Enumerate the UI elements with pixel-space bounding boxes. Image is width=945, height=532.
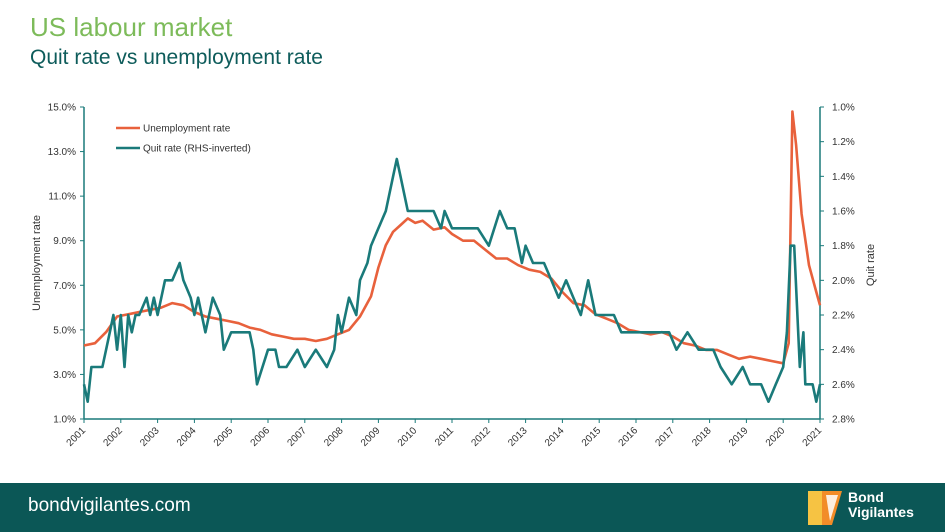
y2-tick-label: 2.4% bbox=[832, 345, 855, 356]
y2-tick-label: 1.2% bbox=[832, 137, 855, 148]
x-tick-label: 2004 bbox=[175, 425, 199, 449]
y2-tick-label: 1.8% bbox=[832, 241, 855, 252]
y2-tick-label: 2.2% bbox=[832, 311, 855, 322]
x-tick-label: 2002 bbox=[101, 425, 125, 449]
x-tick-label: 2017 bbox=[653, 425, 677, 449]
chart-series bbox=[82, 110, 822, 404]
chart-area: 1.0% 3.0% 5.0% 7.0% 9.0% 11.0% 13.0% 15.0% 1.0% 1… bbox=[31, 103, 877, 449]
y2-tick-label: 2.0% bbox=[832, 276, 855, 287]
x-tick-label: 2007 bbox=[285, 425, 309, 449]
x-tick-label: 2021 bbox=[801, 425, 825, 449]
x-tick-label: 2019 bbox=[727, 425, 751, 449]
y2-tick-label: 1.6% bbox=[832, 207, 855, 218]
brand-line-1: Bond bbox=[848, 489, 884, 505]
y-tick-label: 5.0% bbox=[53, 325, 76, 336]
chart-legend: Unemployment rate Quit rate (RHS-inverted… bbox=[116, 124, 251, 155]
legend-label: Quit rate (RHS-inverted) bbox=[143, 144, 251, 155]
y2-axis-label: Quit rate bbox=[865, 244, 877, 286]
y-tick-label: 1.0% bbox=[53, 415, 76, 426]
y2-tick-label: 2.8% bbox=[832, 415, 855, 426]
x-tick-label: 2003 bbox=[138, 425, 162, 449]
x-tick-label: 2018 bbox=[690, 425, 714, 449]
x-tick-label: 2014 bbox=[543, 425, 567, 449]
chart-subtitle: Quit rate vs unemployment rate bbox=[30, 46, 323, 69]
x-tick-label: 2006 bbox=[249, 425, 273, 449]
chart-axes: 1.0% 3.0% 5.0% 7.0% 9.0% 11.0% 13.0% 15.0% 1.0% 1… bbox=[31, 103, 877, 449]
footer-bar: bondvigilantes.com Bond Vigilantes bbox=[0, 483, 945, 532]
y-axis-label: Unemployment rate bbox=[31, 215, 43, 311]
y-tick-label: 9.0% bbox=[53, 236, 76, 247]
bond-vigilantes-logo-icon bbox=[808, 491, 842, 525]
x-tick-label: 2016 bbox=[617, 425, 641, 449]
brand-name: Bond Vigilantes bbox=[848, 490, 914, 520]
y2-tick-label: 1.0% bbox=[832, 103, 855, 114]
brand-line-2: Vigilantes bbox=[848, 504, 914, 520]
y2-tick-label: 1.4% bbox=[832, 172, 855, 183]
x-tick-label: 2012 bbox=[469, 425, 493, 449]
y-tick-label: 13.0% bbox=[48, 147, 76, 158]
x-tick-label: 2020 bbox=[764, 425, 788, 449]
x-tick-label: 2008 bbox=[322, 425, 346, 449]
x-tick-label: 2010 bbox=[396, 425, 420, 449]
x-tick-label: 2005 bbox=[212, 425, 236, 449]
y-tick-label: 11.0% bbox=[48, 192, 76, 203]
y2-tick-label: 2.6% bbox=[832, 380, 855, 391]
x-tick-label: 2013 bbox=[506, 425, 530, 449]
series-line-unemployment bbox=[83, 110, 822, 365]
x-tick-label: 2009 bbox=[359, 425, 383, 449]
y-tick-label: 3.0% bbox=[53, 370, 76, 381]
chart-title: US labour market bbox=[30, 12, 233, 42]
series-line-quit-rate bbox=[82, 157, 822, 404]
y-tick-label: 15.0% bbox=[48, 103, 76, 114]
legend-label: Unemployment rate bbox=[143, 124, 231, 135]
x-tick-label: 2015 bbox=[580, 425, 604, 449]
footer-url[interactable]: bondvigilantes.com bbox=[28, 495, 191, 516]
x-tick-label: 2011 bbox=[433, 425, 456, 448]
x-tick-label: 2001 bbox=[65, 425, 89, 449]
y-tick-label: 7.0% bbox=[53, 281, 76, 292]
